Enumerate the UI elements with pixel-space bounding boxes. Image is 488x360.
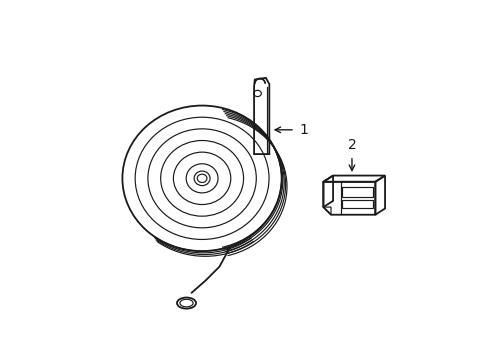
Text: 1: 1	[299, 123, 307, 137]
Text: 2: 2	[347, 138, 356, 152]
Ellipse shape	[177, 297, 196, 309]
